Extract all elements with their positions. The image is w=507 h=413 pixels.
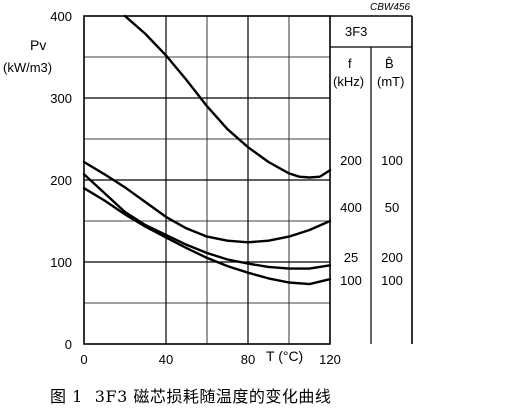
legend-header-f: f: [348, 56, 352, 71]
legend-material: 3F3: [345, 24, 367, 39]
legend-row-f: 400: [340, 200, 362, 215]
y-tick-label: 100: [50, 255, 72, 270]
x-tick-label: 80: [241, 352, 255, 367]
plot-border: [83, 15, 331, 345]
legend-header-b: B̂: [385, 56, 394, 71]
y-tick-label: 200: [50, 173, 72, 188]
legend-row-f: 100: [340, 273, 362, 288]
legend-row-b: 50: [385, 200, 399, 215]
x-axis-label: T (°C): [266, 348, 303, 364]
plot-background: [0, 0, 507, 370]
series-line-400khz-50mt: [82, 160, 332, 244]
y-axis-label-line2: (kW/m3): [3, 60, 52, 75]
y-tick-label: 0: [65, 337, 72, 352]
y-tick-labels: 0 100 200 300 400: [50, 9, 72, 352]
plot-frame: [83, 15, 413, 345]
series-lines: [82, 14, 332, 286]
legend-header-b-unit: (mT): [377, 74, 404, 89]
grid: [84, 16, 330, 344]
legend-row-b: 100: [381, 273, 403, 288]
legend-row-b: 100: [381, 153, 403, 168]
x-tick-label: 0: [80, 352, 87, 367]
legend-rows: 200 100 400 50 25 200 100 100: [340, 153, 403, 288]
chart: 0 40 80 120 0 100 200 300 400 CBW456 Pv (kW/m3)…: [0, 0, 507, 370]
x-tick-label: 40: [159, 352, 173, 367]
y-axis-label-line1: Pv: [30, 37, 46, 53]
series-line-200khz-100mt: [123, 14, 332, 179]
legend-row-b: 200: [381, 250, 403, 265]
x-tick-labels: 0 40 80 120: [80, 352, 340, 367]
y-tick-label: 400: [50, 9, 72, 24]
caption-figure-number: 图 1: [50, 387, 83, 406]
legend-header-f-unit: (kHz): [333, 74, 364, 89]
figure-caption: 图 1 3F3 磁芯损耗随温度的变化曲线: [50, 383, 343, 407]
series-line-100khz-100mt: [82, 186, 332, 286]
caption-text: 3F3 磁芯损耗随温度的变化曲线: [94, 387, 332, 406]
figure-tag: CBW456: [370, 2, 410, 13]
x-tick-label: 120: [319, 352, 341, 367]
y-tick-label: 300: [50, 91, 72, 106]
legend-row-f: 25: [344, 250, 358, 265]
legend-row-f: 200: [340, 153, 362, 168]
series-line-25khz-200mt: [82, 173, 332, 270]
